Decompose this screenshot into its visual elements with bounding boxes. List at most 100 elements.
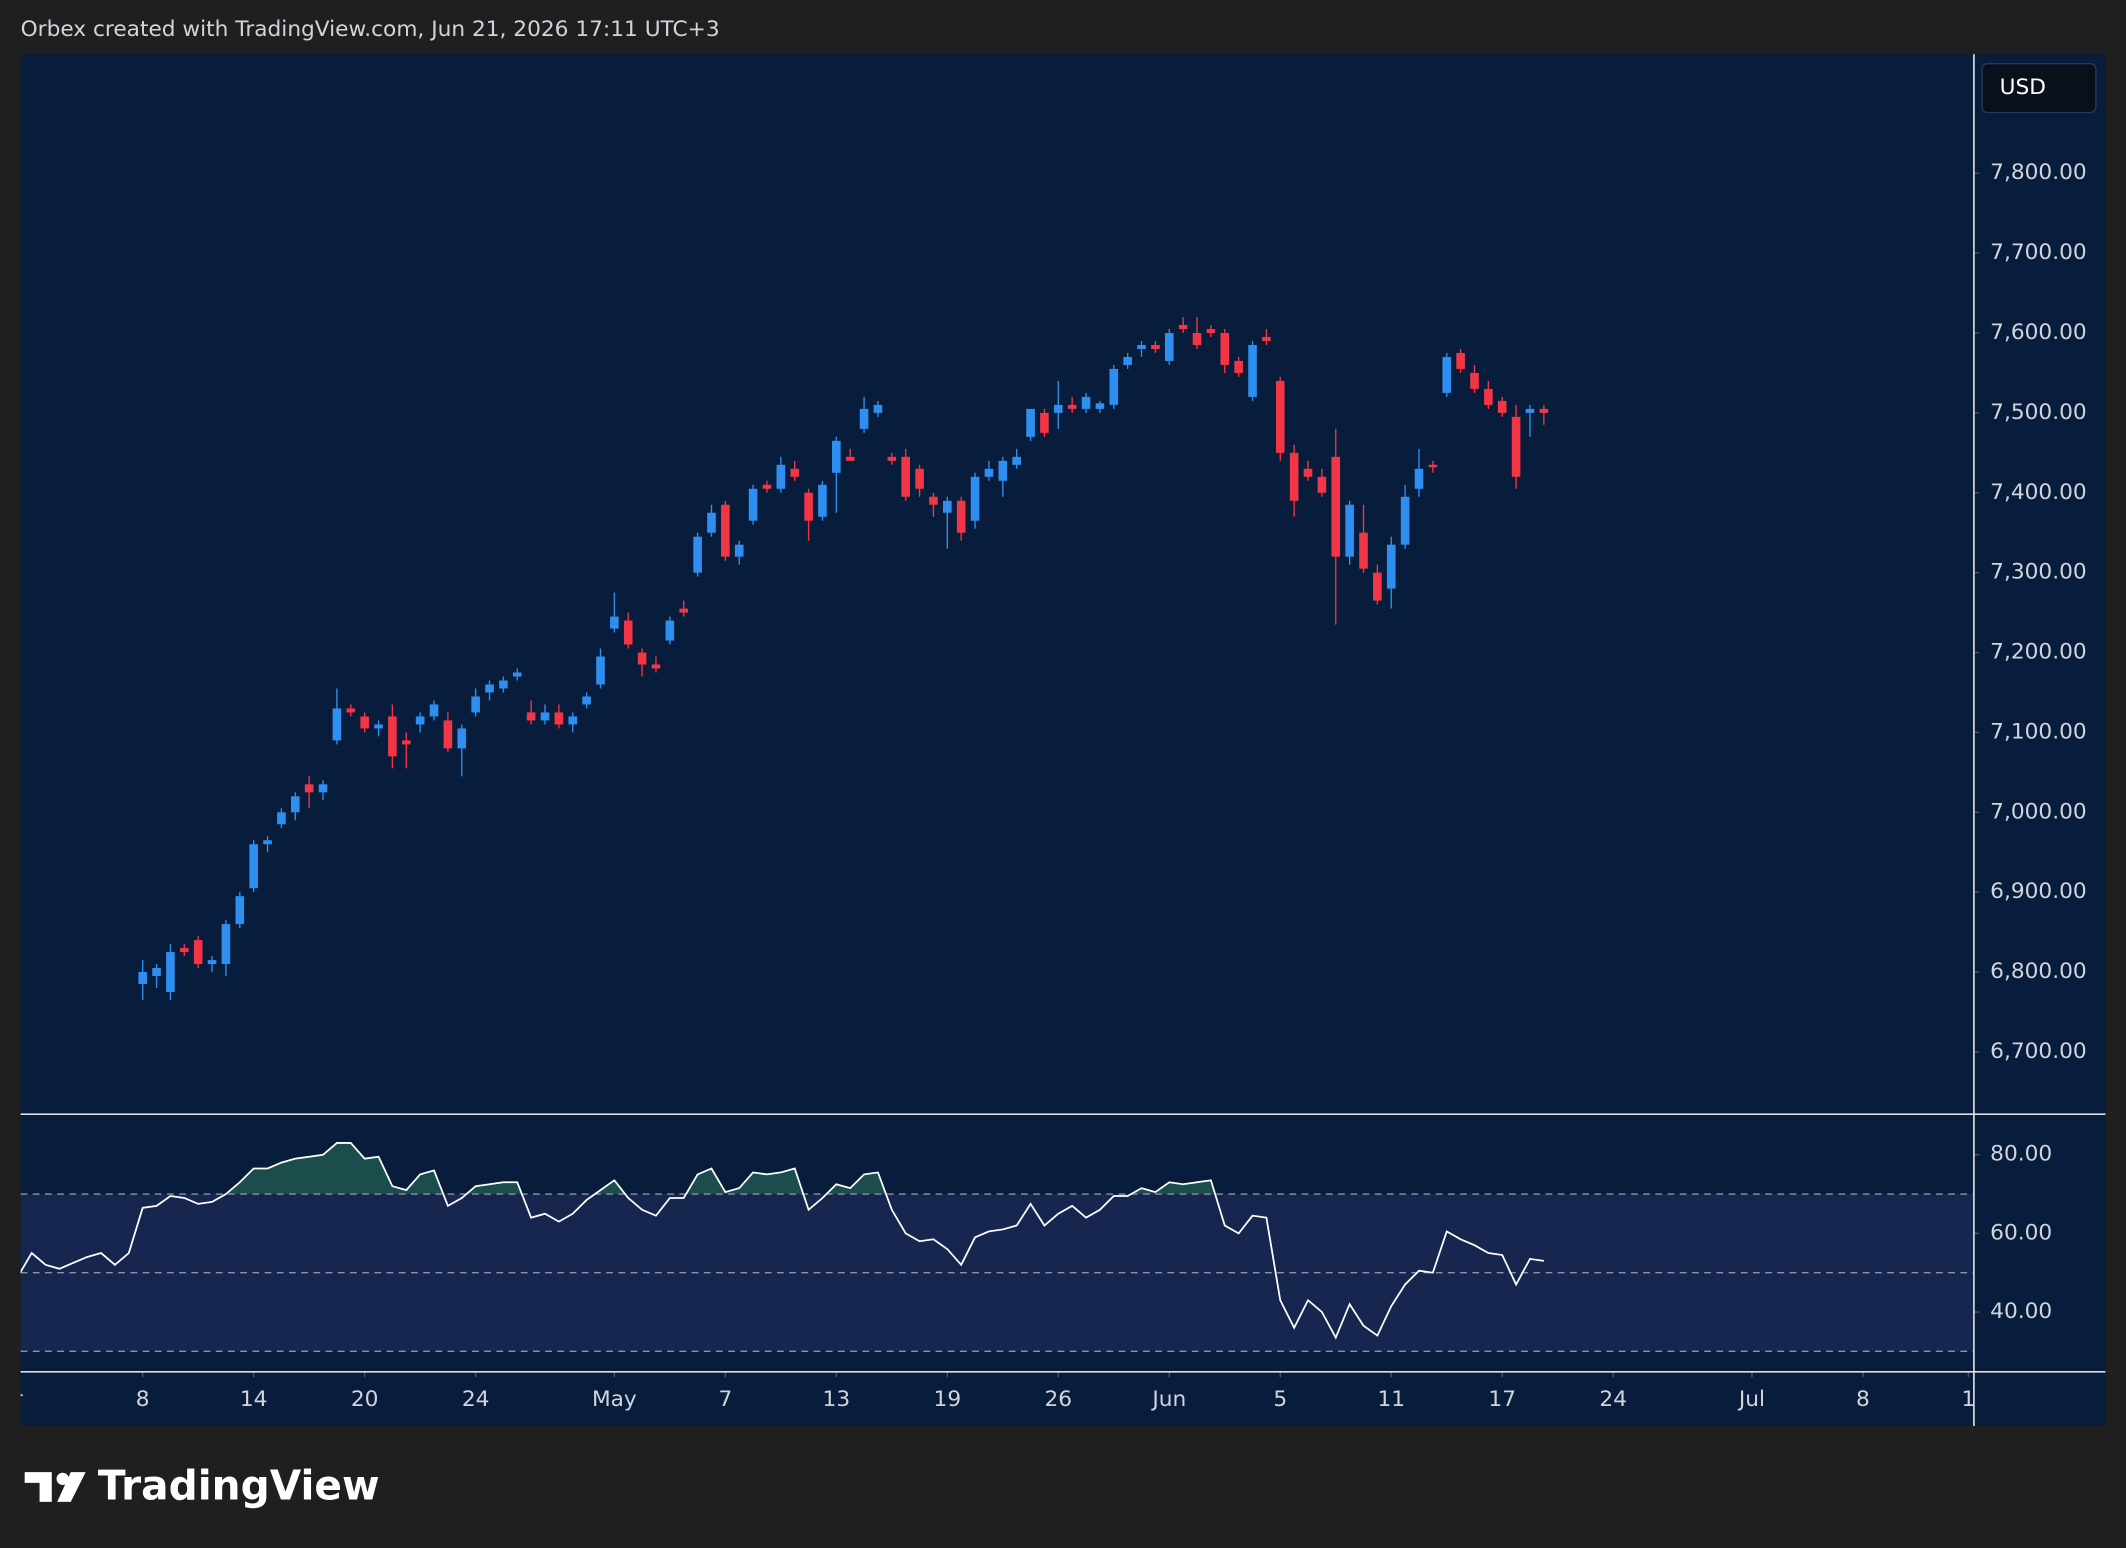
candle-body (346, 708, 356, 713)
x-tick-label: 19 (934, 1387, 962, 1412)
candle-body (1026, 408, 1035, 437)
brand: TradingView (98, 1461, 380, 1509)
candle-body (277, 812, 286, 825)
candle-body (1234, 360, 1243, 373)
rsi-line (20, 1142, 1544, 1340)
candle-body (1470, 372, 1479, 389)
candle-body (970, 476, 980, 521)
candle-body (804, 492, 813, 521)
candle-body (776, 464, 786, 489)
candle-body (221, 924, 231, 965)
x-tick-label: 7 (718, 1387, 732, 1412)
x-tick-label: 26 (1045, 1387, 1073, 1412)
candle-body (707, 512, 716, 533)
candle-body (1525, 408, 1535, 413)
candle-body (748, 488, 758, 521)
candle-body (915, 468, 924, 489)
y-tick-label: 6,700.00 (1990, 1039, 2087, 1064)
candle-body (263, 840, 272, 845)
candle-body (1248, 344, 1257, 397)
candle-body (1456, 352, 1465, 369)
candle-body (1373, 572, 1382, 601)
candle-body (1206, 329, 1216, 334)
candle-body (443, 720, 453, 749)
x-tick-label: 20 (351, 1387, 379, 1412)
x-tick-label: 24 (462, 1387, 490, 1412)
rsi-overbought-fill (20, 1142, 1544, 1195)
candle-body (1303, 468, 1313, 477)
rsi-tick-label: 60.00 (1990, 1220, 2052, 1245)
candle-body (929, 496, 938, 505)
candle-body (332, 708, 342, 741)
candle-body (554, 712, 564, 725)
candle-body (235, 896, 245, 925)
candle-body (1484, 388, 1493, 405)
candle-body (401, 740, 411, 745)
candle-body (1164, 333, 1174, 361)
candle-body (943, 500, 952, 513)
candle-body (859, 408, 869, 429)
x-tick-label: Jun (1150, 1387, 1186, 1412)
y-tick-label: 7,400.00 (1990, 480, 2087, 505)
candle-body (1040, 412, 1049, 433)
y-tick-label: 7,800.00 (1990, 160, 2087, 185)
candle-body (1262, 336, 1271, 341)
candle-body (1067, 404, 1077, 409)
candle-body (304, 784, 314, 793)
candle-body (1289, 452, 1299, 501)
candle-body (1442, 356, 1452, 393)
candle-body (998, 460, 1008, 481)
currency: USD (2000, 75, 2046, 100)
candle-body (651, 664, 661, 669)
candle-body (166, 952, 175, 993)
candle-body (832, 440, 841, 473)
candle-body (1359, 532, 1368, 569)
y-tick-label: 6,800.00 (1990, 959, 2087, 984)
x-tick-label: Jul (1737, 1387, 1765, 1412)
y-tick-label: 7,500.00 (1990, 400, 2087, 425)
candle-body (734, 544, 744, 557)
candle-body (138, 972, 147, 985)
y-tick-label: 7,200.00 (1990, 640, 2087, 665)
candle-body (873, 404, 883, 413)
candle-body (790, 468, 800, 477)
candle-body (1511, 416, 1521, 477)
candle-body (374, 724, 383, 729)
x-tick-label: 24 (1599, 1387, 1627, 1412)
candle-body (180, 948, 189, 953)
candle-body (1220, 333, 1230, 365)
x-tick-label: 14 (240, 1387, 268, 1412)
candle-body (1178, 325, 1188, 330)
candle-body (596, 656, 605, 685)
candle-body (1151, 344, 1160, 349)
candle-body (887, 456, 897, 461)
candle-body (1539, 408, 1549, 413)
candle-body (152, 968, 161, 977)
candle-body (429, 704, 439, 717)
candle-body (485, 684, 494, 693)
candle-body (388, 716, 397, 757)
y-tick-label: 7,000.00 (1990, 799, 2087, 824)
x-tick-label: 5 (1273, 1387, 1287, 1412)
candle-body (721, 504, 730, 557)
candle-body (415, 716, 425, 725)
candle-body (1123, 356, 1132, 365)
x-tick-label: 8 (136, 1387, 150, 1412)
candle-body (818, 484, 827, 517)
candle-body (1497, 400, 1507, 413)
candle-body (512, 672, 522, 677)
candle-body (1095, 403, 1105, 409)
y-tick-label: 7,600.00 (1990, 320, 2087, 345)
candle-body (956, 500, 966, 533)
candle-body (568, 716, 578, 725)
candle-body (1275, 380, 1285, 453)
candle-body (623, 620, 633, 645)
candle-body (318, 784, 328, 793)
candle-body (290, 796, 300, 813)
y-tick-label: 7,300.00 (1990, 560, 2087, 585)
x-tick-label: 8 (1856, 1387, 1870, 1412)
candle-body (693, 536, 702, 573)
y-tick-label: 6,900.00 (1990, 879, 2087, 904)
currency-box (1981, 63, 2097, 114)
